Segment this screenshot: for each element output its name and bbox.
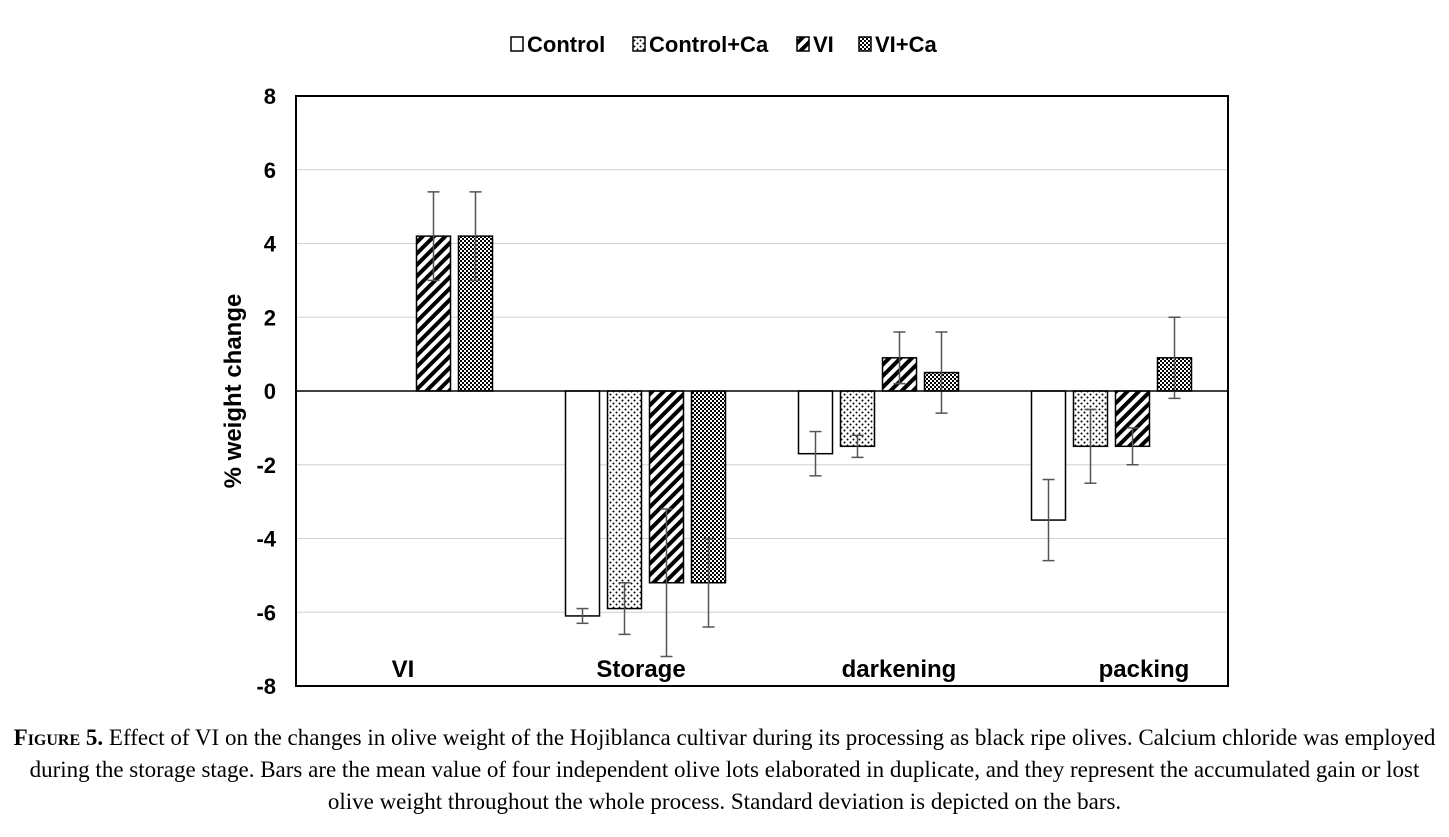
y-tick-label: 8 xyxy=(264,84,276,109)
y-tick-label: -2 xyxy=(256,453,276,478)
legend-label: VI xyxy=(813,32,834,57)
y-tick-label: -8 xyxy=(256,674,276,699)
legend-swatch-dots xyxy=(632,36,646,52)
caption-text: Effect of VI on the changes in olive wei… xyxy=(29,725,1436,814)
legend-label: VI+Ca xyxy=(875,32,938,57)
legend-swatch-checker xyxy=(858,36,872,52)
y-tick-label: 0 xyxy=(264,379,276,404)
y-tick-label: 2 xyxy=(264,305,276,330)
y-tick-label: -4 xyxy=(256,527,276,552)
y-axis-label: % weight change xyxy=(220,294,247,489)
category-label: VI xyxy=(392,656,415,683)
y-tick-label: 4 xyxy=(264,232,277,257)
figure-caption: Figure 5. Effect of VI on the changes in… xyxy=(10,722,1439,818)
y-tick-label: -6 xyxy=(256,600,276,625)
bar-dots xyxy=(606,390,643,610)
legend-swatch-blank xyxy=(510,36,524,52)
y-tick-label: 6 xyxy=(264,158,276,183)
category-label: darkening xyxy=(842,656,957,683)
category-label: Storage xyxy=(596,656,685,683)
bar-blank xyxy=(564,390,601,617)
bar-chart: 8 6 4 2 0 -2 -4 -6 -8 % weight change VI Storage dar… xyxy=(220,32,1229,699)
caption-label: Figure 5. xyxy=(13,725,104,750)
category-label: packing xyxy=(1099,656,1190,683)
chart-area: 8 6 4 2 0 -2 -4 -6 -8 % weight change VI Storage dar… xyxy=(220,32,1229,699)
legend-label: Control+Ca xyxy=(649,32,769,57)
legend-label: Control xyxy=(527,32,605,57)
legend-swatch-diagonal xyxy=(796,36,810,52)
